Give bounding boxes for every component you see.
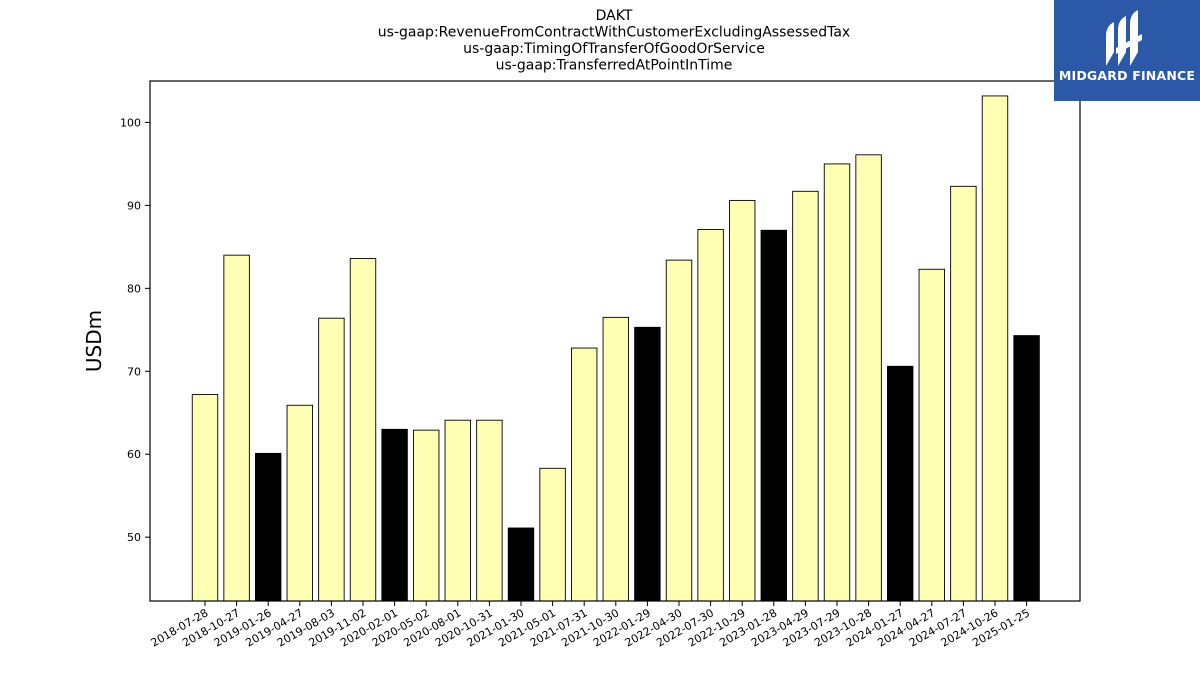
bar	[191, 394, 219, 602]
plot-frame	[149, 80, 1081, 602]
bar	[223, 254, 250, 602]
bar	[286, 404, 313, 602]
y-tick-label: 50	[127, 531, 141, 544]
logo: MIDGARD FINANCE	[1054, 0, 1200, 101]
bar	[760, 229, 787, 602]
title-line: us-gaap:TransferredAtPointInTime	[496, 58, 733, 74]
bar	[602, 316, 629, 602]
bar	[254, 452, 282, 602]
y-tick-label: 80	[127, 282, 141, 295]
bar	[539, 467, 566, 602]
y-tick-label: 100	[120, 116, 141, 129]
x-axis: 2018-07-282018-10-272019-01-262019-04-27…	[149, 601, 1032, 650]
bar	[887, 365, 914, 602]
bar	[349, 258, 377, 602]
bar	[444, 419, 471, 602]
bar	[571, 347, 598, 602]
bar	[981, 95, 1009, 602]
y-tick-label: 90	[127, 199, 141, 212]
bar	[507, 527, 535, 602]
y-tick-label: 70	[127, 365, 141, 378]
midgard-logo-icon	[1106, 10, 1142, 66]
bar	[950, 185, 977, 602]
bar	[1013, 335, 1040, 602]
title-line: DAKT	[596, 8, 633, 24]
title-line: us-gaap:RevenueFromContractWithCustomerE…	[378, 25, 850, 41]
logo-text: MIDGARD FINANCE	[1058, 68, 1196, 83]
bar	[381, 428, 408, 602]
bar	[318, 317, 345, 602]
bar	[476, 419, 503, 602]
y-tick-label: 60	[127, 448, 141, 461]
y-axis: 50 60 70 80 90 100	[120, 116, 150, 544]
y-axis-label: USDm	[82, 310, 106, 372]
bar	[792, 190, 819, 602]
bar	[729, 199, 756, 602]
bar	[823, 163, 851, 602]
chart-title: DAKTus-gaap:RevenueFromContractWithCusto…	[378, 8, 850, 74]
bar	[634, 326, 661, 602]
bar	[413, 429, 440, 602]
title-line: us-gaap:TimingOfTransferOfGoodOrService	[463, 41, 765, 57]
bar	[918, 268, 945, 602]
bars	[191, 95, 1040, 602]
bar	[665, 259, 693, 602]
bar	[697, 229, 724, 602]
bar	[855, 154, 882, 602]
